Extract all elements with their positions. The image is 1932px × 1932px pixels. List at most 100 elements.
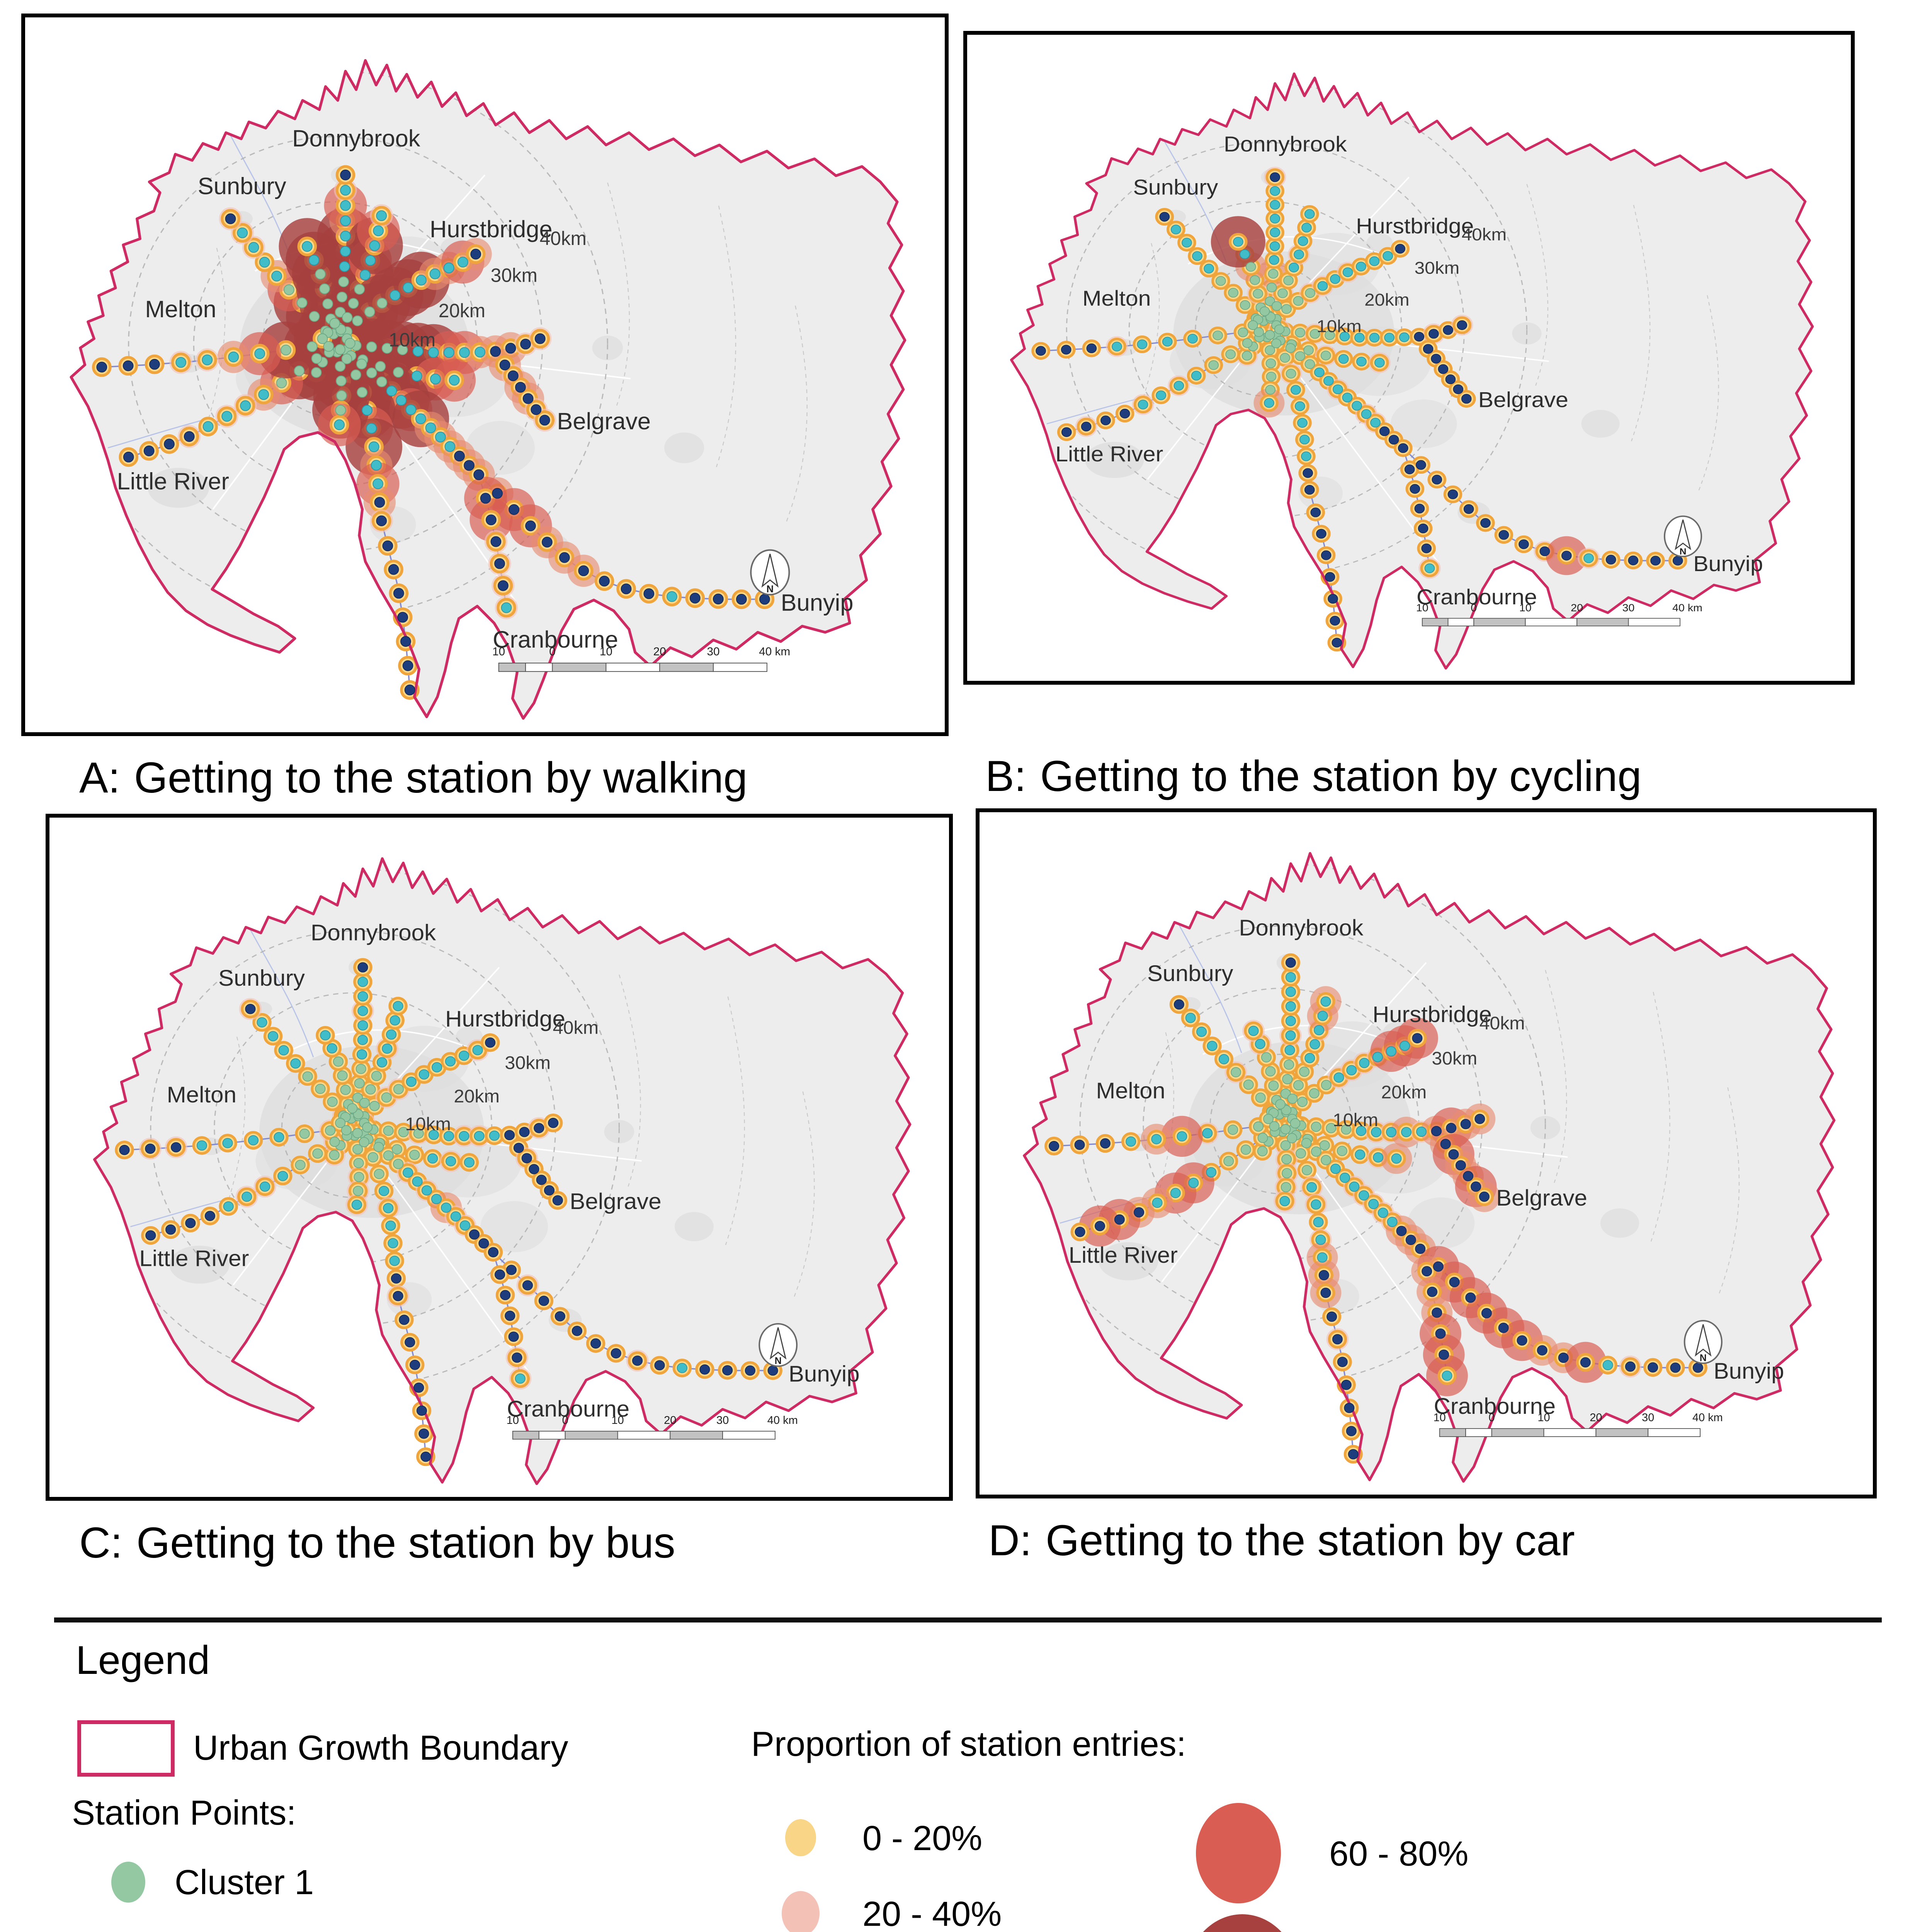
station-dot — [254, 348, 265, 359]
scale-bar-tick-label: 40 km — [1692, 1412, 1723, 1424]
station-dot — [713, 594, 724, 605]
admin-boundary-line — [1718, 1087, 1740, 1297]
station-dot — [1086, 343, 1097, 354]
station-dot — [501, 602, 512, 613]
station-dot — [1416, 1126, 1427, 1137]
station-dot — [1378, 1208, 1388, 1218]
scale-bar-segment — [525, 662, 553, 672]
station-dot — [1303, 468, 1313, 478]
station-dot — [459, 1131, 469, 1141]
station-dot — [1453, 384, 1464, 394]
station-dot — [341, 353, 352, 364]
station-dot — [1279, 1196, 1290, 1206]
station-dot — [722, 1365, 733, 1376]
station-dot — [1422, 1266, 1432, 1277]
station-dot — [388, 1238, 398, 1248]
station-dot — [430, 373, 441, 384]
station-dot — [389, 1255, 400, 1266]
station-dot — [444, 1131, 454, 1141]
station-dot — [1126, 1136, 1136, 1147]
station-dot — [505, 1311, 515, 1321]
station-dot — [459, 1050, 469, 1061]
ring-distance-label: 40km — [1480, 1013, 1525, 1034]
station-dot — [1517, 1335, 1527, 1346]
station-dot — [1404, 464, 1415, 474]
station-dot — [599, 575, 610, 587]
station-dot — [389, 1015, 400, 1026]
station-dot — [368, 441, 379, 452]
station-dot — [374, 1168, 384, 1179]
station-dot — [1391, 1153, 1402, 1164]
station-dot — [1321, 550, 1332, 560]
ring-distance-label: 20km — [439, 300, 485, 321]
station-dot — [1433, 1261, 1444, 1272]
station-dot — [1320, 1287, 1331, 1298]
station-dot — [431, 1194, 442, 1204]
station-dot — [1213, 330, 1223, 340]
station-dot — [473, 469, 485, 480]
station-dot — [1498, 1323, 1509, 1333]
station-dot — [223, 1201, 234, 1212]
scale-bar-segment — [552, 662, 607, 672]
station-dot — [1400, 1041, 1410, 1051]
station-dot — [1298, 236, 1308, 246]
station-dot — [506, 1265, 517, 1275]
station-dot — [1340, 1172, 1350, 1183]
scale-bar-segment — [1465, 1428, 1492, 1437]
station-dot — [667, 591, 677, 602]
scale-bar-tick-label: 30 — [1642, 1412, 1654, 1424]
station-dot — [536, 1175, 547, 1185]
station-dot — [534, 1123, 544, 1133]
station-dot — [531, 404, 542, 415]
station-dot — [1233, 237, 1243, 247]
station-dot — [373, 1142, 384, 1152]
station-dot — [474, 1131, 485, 1141]
station-dot — [1427, 1287, 1437, 1297]
station-dot — [1223, 1156, 1234, 1167]
station-dot — [1327, 1311, 1337, 1322]
svg-text:N: N — [775, 1355, 782, 1366]
station-dot — [1188, 1177, 1199, 1188]
station-dot — [1379, 426, 1390, 436]
station-dot — [590, 1338, 601, 1349]
proportion-20-40-label: 20 - 40% — [862, 1895, 1002, 1932]
station-dot — [522, 393, 534, 404]
station-dot — [1295, 328, 1305, 338]
station-dot — [1304, 359, 1315, 369]
station-dot — [548, 1117, 559, 1128]
station-dot — [143, 445, 155, 456]
station-dot — [1561, 551, 1572, 561]
station-dot — [317, 333, 328, 344]
station-dot — [1250, 275, 1260, 285]
station-dot — [1355, 262, 1366, 272]
station-dot — [1100, 415, 1111, 425]
station-dot — [1301, 451, 1311, 461]
station-dots-layer — [119, 962, 778, 1462]
station-dot — [312, 1148, 323, 1159]
station-dot — [404, 684, 415, 696]
station-dot — [1266, 371, 1277, 382]
station-dot — [393, 1084, 404, 1094]
station-dot — [1387, 1216, 1398, 1227]
station-dot — [1257, 1146, 1268, 1156]
station-dot — [365, 255, 376, 266]
station-dot — [377, 1057, 388, 1068]
station-dot — [1583, 553, 1594, 563]
station-dot — [1337, 1357, 1348, 1367]
scale-bar: 10 0 10 20 30 40 km — [1434, 1412, 1723, 1437]
scale-bar-tick-label: 30 — [716, 1414, 729, 1427]
station-dot — [248, 1135, 259, 1146]
station-dot — [356, 359, 367, 369]
station-dot — [552, 1195, 563, 1206]
place-label: Donnybrook — [1224, 133, 1347, 156]
station-dot — [413, 1383, 424, 1393]
scale-bar-tick-label: 10 — [1519, 602, 1532, 614]
station-dot — [1314, 367, 1325, 378]
station-dot — [1285, 1030, 1296, 1041]
station-dot — [340, 215, 351, 226]
station-dot — [559, 552, 570, 563]
station-dot — [515, 1373, 526, 1384]
station-dot — [534, 333, 546, 344]
station-dot — [1061, 427, 1072, 437]
